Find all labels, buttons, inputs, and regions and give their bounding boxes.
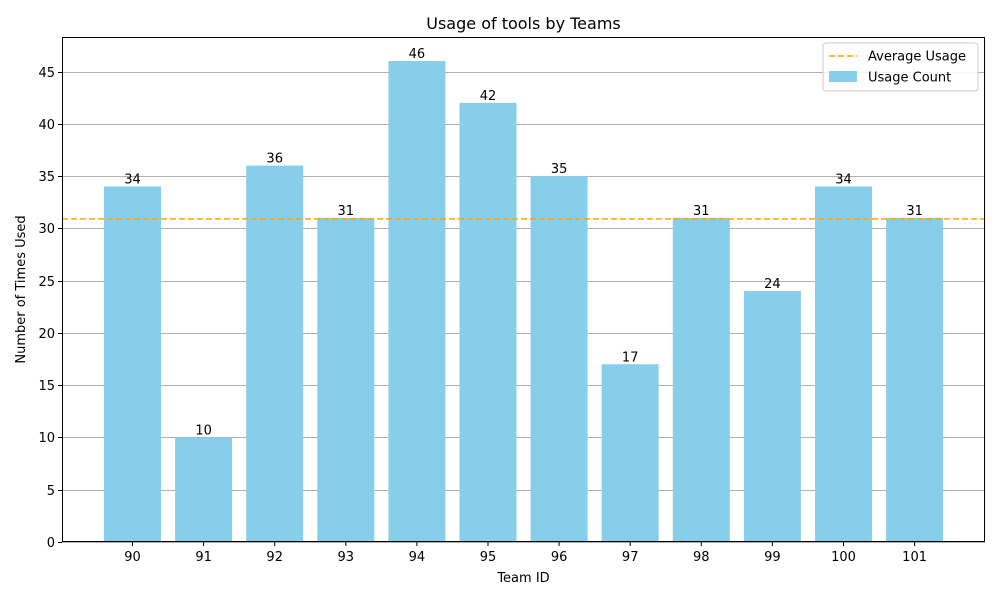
y-axis-label: Number of Times Used — [14, 215, 29, 363]
bar — [530, 176, 588, 542]
bar-data-label: 10 — [195, 423, 212, 438]
bar — [743, 291, 801, 542]
x-axis-label: Team ID — [496, 571, 549, 586]
bar — [104, 186, 161, 542]
bar — [246, 165, 304, 542]
y-tick-label: 15 — [38, 379, 55, 394]
x-tick-label: 100 — [831, 550, 856, 565]
x-axis-ticks: 90 91 92 93 94 95 96 97 98 99 100 101 — [124, 542, 927, 565]
y-tick-label: 25 — [38, 275, 55, 290]
legend-usage-label: Usage Count — [868, 71, 951, 86]
bar-data-label: 34 — [124, 173, 141, 188]
bar — [886, 217, 944, 542]
chart-title: Usage of tools by Teams — [426, 14, 621, 33]
legend-average-label: Average Usage — [868, 50, 966, 65]
bar-data-label: 35 — [551, 162, 568, 177]
y-axis-ticks: 0 5 10 15 20 25 30 35 40 45 — [38, 66, 62, 551]
bar-data-label: 36 — [266, 152, 283, 167]
y-tick-label: 40 — [38, 118, 55, 133]
x-tick-label: 96 — [551, 550, 568, 565]
x-tick-label: 99 — [764, 550, 781, 565]
y-tick-label: 10 — [38, 431, 55, 446]
legend-usage-swatch — [829, 71, 857, 82]
y-tick-label: 35 — [38, 170, 55, 185]
bar-data-label: 42 — [480, 89, 497, 104]
bar-data-label: 46 — [409, 47, 426, 62]
x-tick-label: 94 — [409, 550, 426, 565]
bar — [317, 217, 375, 542]
x-tick-label: 93 — [338, 550, 355, 565]
x-tick-label: 91 — [195, 550, 212, 565]
legend-box — [822, 42, 979, 92]
bars-layer — [104, 61, 944, 543]
bar-data-label: 24 — [764, 277, 781, 292]
y-tick-label: 30 — [38, 222, 55, 237]
plot-frame — [62, 37, 985, 542]
bar-data-label: 31 — [693, 204, 710, 219]
x-tick-label: 90 — [124, 550, 141, 565]
x-tick-label: 97 — [622, 550, 639, 565]
bar-data-label: 31 — [906, 204, 923, 219]
x-tick-label: 98 — [693, 550, 710, 565]
y-tick-label: 45 — [38, 66, 55, 81]
y-tick-label: 5 — [47, 484, 55, 499]
bar — [672, 217, 730, 542]
x-tick-label: 92 — [266, 550, 283, 565]
bar — [459, 102, 517, 542]
x-tick-label: 101 — [902, 550, 927, 565]
x-tick-label: 95 — [480, 550, 497, 565]
data-labels-layer: 34 10 36 31 46 42 35 17 31 24 34 31 — [124, 47, 923, 438]
y-tick-label: 0 — [47, 536, 55, 551]
bar-data-label: 31 — [338, 204, 355, 219]
bar — [601, 364, 659, 542]
y-tick-label: 20 — [38, 327, 55, 342]
bar — [175, 437, 233, 542]
legend: Average Usage Usage Count — [822, 42, 979, 92]
bar — [815, 186, 872, 542]
bar — [388, 61, 446, 543]
bar-data-label: 34 — [835, 173, 852, 188]
bar-data-label: 17 — [622, 350, 639, 365]
